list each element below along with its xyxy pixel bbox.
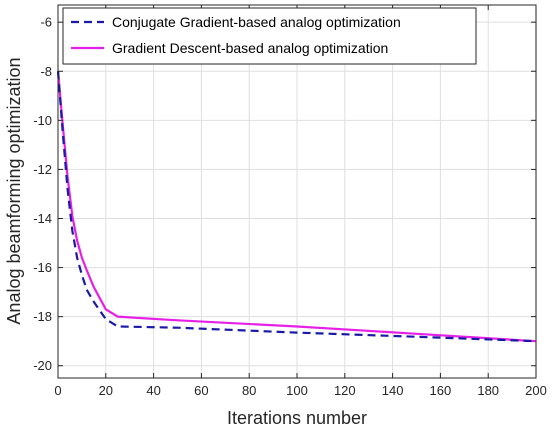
y-tick-label: -12 [33, 162, 52, 177]
x-tick-label: 160 [430, 383, 452, 398]
x-tick-label: 40 [146, 383, 160, 398]
x-tick-label: 100 [286, 383, 308, 398]
x-tick-label: 0 [54, 383, 61, 398]
legend-box [62, 7, 477, 65]
y-axis-label: Analog beamforming optimization [4, 57, 24, 324]
y-tick-label: -10 [33, 113, 52, 128]
x-tick-label: 80 [242, 383, 256, 398]
y-tick-label: -8 [40, 64, 52, 79]
y-tick-label: -14 [33, 211, 52, 226]
legend-label-conjugate-gradient: Conjugate Gradient-based analog optimiza… [112, 14, 401, 30]
x-axis-label: Iterations number [227, 408, 367, 428]
series-layer [56, 71, 537, 343]
x-tick-label: 60 [194, 383, 208, 398]
tick-labels: 0 20 40 60 80 100 120 140 160 180 200 -20 -18 -16 -14 -… [33, 15, 547, 398]
x-tick-label: 140 [382, 383, 404, 398]
y-tick-label: -18 [33, 309, 52, 324]
y-tick-label: -20 [33, 358, 52, 373]
x-tick-label: 180 [477, 383, 499, 398]
x-tick-label: 120 [334, 383, 356, 398]
series-line-gradient-descent [56, 71, 537, 343]
x-tick-label: 20 [99, 383, 113, 398]
series-line-conjugate-gradient [56, 71, 537, 343]
y-tick-label: -6 [40, 15, 52, 30]
y-tick-label: -16 [33, 260, 52, 275]
legend: Conjugate Gradient-based analog optimiza… [62, 7, 477, 65]
legend-label-gradient-descent: Gradient Descent-based analog optimizati… [112, 40, 388, 56]
x-tick-label: 200 [525, 383, 547, 398]
